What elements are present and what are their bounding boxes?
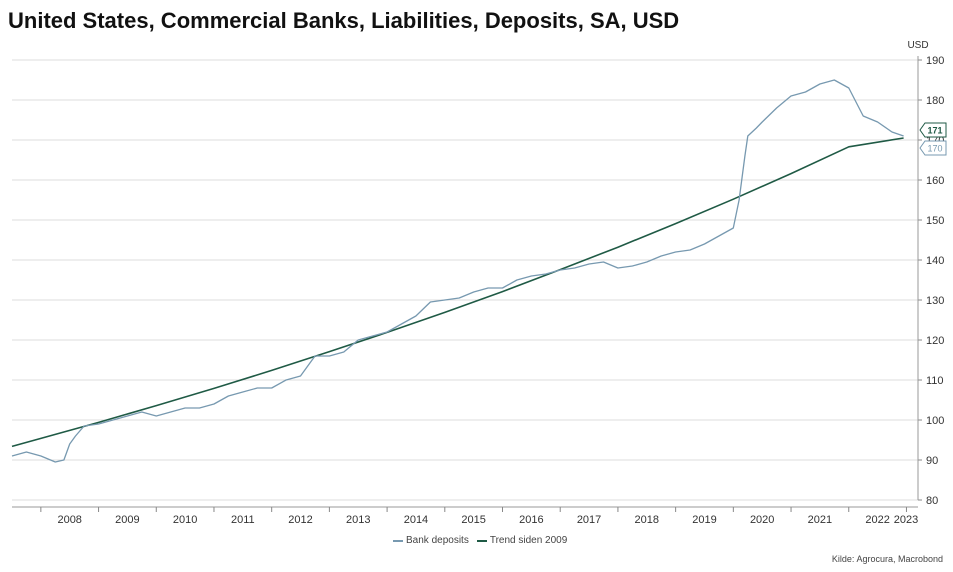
y-tick-label-190: 190 (926, 55, 944, 67)
series-layer (12, 80, 904, 462)
x-tick-label-2021: 2021 (808, 514, 832, 526)
y-tick-label-140: 140 (926, 255, 944, 267)
legend-label-trend: Trend siden 2009 (490, 535, 567, 546)
y-tick-label-150: 150 (926, 215, 944, 227)
y-tick-label-130: 130 (926, 295, 944, 307)
x-tick-label-2010: 2010 (173, 514, 197, 526)
grid-layer (12, 60, 918, 500)
source-note: Kilde: Agrocura, Macrobond (832, 554, 943, 564)
x-tick-label-2008: 2008 (57, 514, 81, 526)
legend-item-trend: Trend siden 2009 (477, 535, 567, 546)
legend-swatch-trend (477, 540, 487, 542)
x-tick-label-2017: 2017 (577, 514, 601, 526)
x-tick-label-2018: 2018 (635, 514, 659, 526)
legend-swatch-bank-deposits (393, 540, 403, 542)
line-chart: 80 90 100 110 120 130 140 150 160 170 180 190 2008 20… (0, 0, 953, 572)
y-tick-label-110: 110 (926, 375, 944, 387)
end-label-171: 171 (920, 123, 946, 137)
legend-label-bank-deposits: Bank deposits (406, 535, 469, 546)
x-tick-label-2013: 2013 (346, 514, 370, 526)
x-tick-label-2014: 2014 (404, 514, 428, 526)
x-tick-label-2016: 2016 (519, 514, 543, 526)
y-axis-unit-label: USD (907, 40, 928, 51)
x-tick-label-2011: 2011 (231, 514, 255, 526)
end-label-text-170: 170 (927, 144, 942, 154)
end-label-text-171: 171 (927, 126, 942, 136)
y-tick-label-80: 80 (926, 495, 938, 507)
y-tick-label-100: 100 (926, 415, 944, 427)
x-tick-label-2020: 2020 (750, 514, 774, 526)
x-tick-label-2023: 2023 (894, 514, 918, 526)
y-tick-label-120: 120 (926, 335, 944, 347)
y-tick-label-180: 180 (926, 95, 944, 107)
x-tick-label-2019: 2019 (692, 514, 716, 526)
legend-item-bank-deposits: Bank deposits (393, 535, 469, 546)
x-tick-label-2012: 2012 (288, 514, 312, 526)
x-tick-label-2009: 2009 (115, 514, 139, 526)
x-tick-label-2015: 2015 (461, 514, 485, 526)
y-tick-label-160: 160 (926, 175, 944, 187)
y-tick-label-90: 90 (926, 455, 938, 467)
x-tick-label-2022: 2022 (865, 514, 889, 526)
end-label-170: 170 (920, 141, 946, 155)
legend: Bank deposits Trend siden 2009 (393, 535, 567, 546)
series-line-trend-siden-2009 (12, 138, 904, 446)
series-line-bank-deposits (12, 80, 904, 462)
